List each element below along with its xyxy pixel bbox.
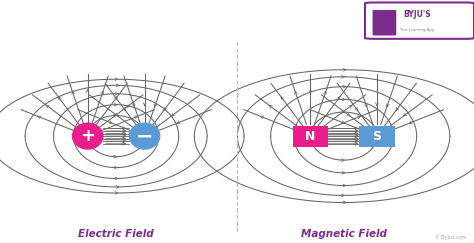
Text: −: −: [136, 126, 153, 146]
Circle shape: [129, 123, 160, 149]
Text: ELECTRIC FIELD VS. MAGNETIC FIELD: ELECTRIC FIELD VS. MAGNETIC FIELD: [14, 13, 321, 28]
Text: +: +: [80, 127, 95, 145]
Text: © Byjus.com: © Byjus.com: [436, 234, 467, 240]
Text: BYJU'S: BYJU'S: [403, 10, 431, 19]
Text: The Learning App: The Learning App: [400, 28, 434, 32]
FancyBboxPatch shape: [365, 2, 474, 39]
Circle shape: [73, 123, 103, 149]
Text: N: N: [305, 130, 316, 143]
FancyBboxPatch shape: [359, 126, 394, 147]
FancyBboxPatch shape: [373, 10, 396, 35]
Text: Electric Field: Electric Field: [78, 229, 154, 239]
Text: Magnetic Field: Magnetic Field: [301, 229, 387, 239]
FancyBboxPatch shape: [293, 126, 328, 147]
Text: S: S: [373, 130, 381, 143]
